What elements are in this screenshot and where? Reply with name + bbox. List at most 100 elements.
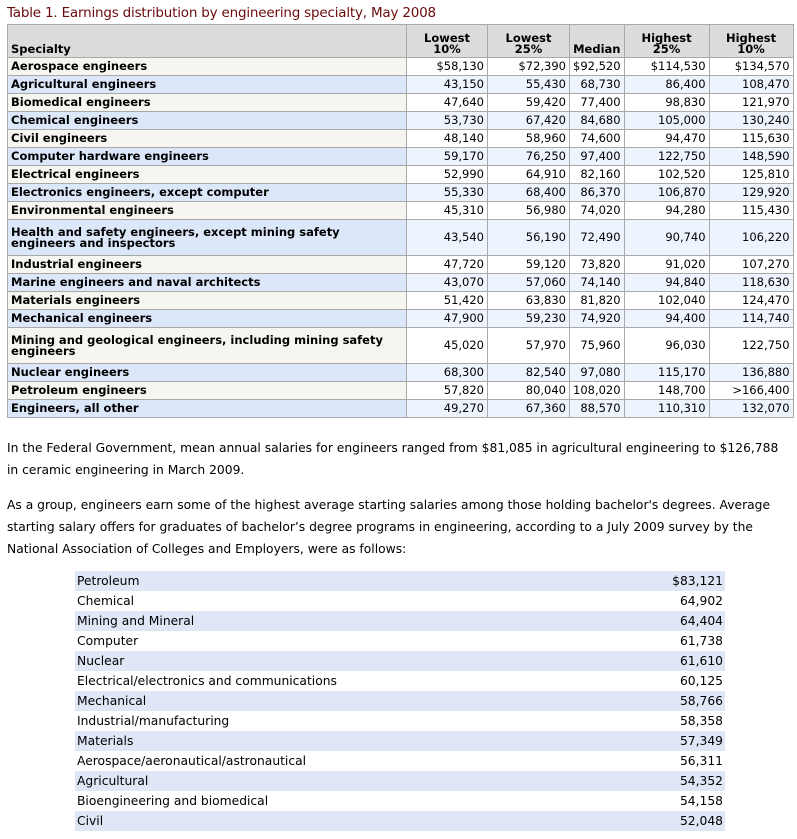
salary-value: 54,158 <box>679 794 723 808</box>
value-cell: $72,390 <box>487 57 570 76</box>
value-cell: 67,360 <box>487 399 570 418</box>
table-row: Chemical engineers 53,730 67,420 84,680 105,… <box>7 111 794 130</box>
salary-row: Bioengineering and biomedical 54,158 <box>75 791 725 811</box>
table-title: Table 1. Earnings distribution by engine… <box>7 5 436 21</box>
value-cell: 121,970 <box>708 93 794 112</box>
value-cell: 59,420 <box>487 93 570 112</box>
value-cell: 72,490 <box>569 219 625 256</box>
salary-row: Aerospace/aeronautical/astronautical 56,3… <box>75 751 725 771</box>
value-cell: 106,220 <box>708 219 794 256</box>
specialty-cell: Agricultural engineers <box>7 75 407 94</box>
value-cell: 97,400 <box>569 147 625 166</box>
specialty-cell: Aerospace engineers <box>7 57 407 76</box>
specialty-cell: Materials engineers <box>7 291 407 310</box>
value-cell: 74,600 <box>569 129 625 148</box>
value-cell: 47,900 <box>406 309 488 328</box>
specialty-cell: Marine engineers and naval architects <box>7 273 407 292</box>
value-cell: 98,830 <box>623 93 710 112</box>
specialty-cell: Chemical engineers <box>7 111 407 130</box>
table-row: Nuclear engineers 68,300 82,540 97,080 115,1… <box>7 363 794 382</box>
value-cell: 107,270 <box>708 255 794 274</box>
discipline-name: Aerospace/aeronautical/astronautical <box>77 754 307 768</box>
table-row: Marine engineers and naval architects 43,… <box>7 273 794 292</box>
value-cell: 115,170 <box>623 363 710 382</box>
value-cell: 115,430 <box>708 201 794 220</box>
value-cell: 136,880 <box>708 363 794 382</box>
salary-row: Industrial/manufacturing 58,358 <box>75 711 725 731</box>
discipline-name: Nuclear <box>75 651 614 671</box>
value-cell: 47,640 <box>406 93 488 112</box>
specialty-cell: Health and safety engineers, except mini… <box>7 219 407 256</box>
table-row: Aerospace engineers $58,130 $72,390 $92,520… <box>7 57 794 76</box>
discipline-name: Industrial/manufacturing <box>77 714 230 728</box>
value-cell: 90,740 <box>623 219 710 256</box>
discipline-name: Mechanical <box>75 691 614 711</box>
specialty-cell: Nuclear engineers <box>7 363 407 382</box>
value-cell: 56,190 <box>487 219 570 256</box>
discipline-name: Civil <box>75 811 614 831</box>
table-row: Industrial engineers 47,720 59,120 73,820 91… <box>7 255 794 274</box>
value-cell: 59,170 <box>406 147 488 166</box>
table-row: Petroleum engineers 57,820 80,040 108,020 14… <box>7 381 794 400</box>
discipline-name: Agricultural <box>75 771 614 791</box>
salary-row: Nuclear 61,610 <box>75 651 725 671</box>
specialty-cell: Biomedical engineers <box>7 93 407 112</box>
value-cell: 45,020 <box>406 327 488 364</box>
value-cell: $58,130 <box>406 57 488 76</box>
salary-value: 54,352 <box>613 771 725 791</box>
value-cell: 132,070 <box>708 399 794 418</box>
salary-row: Mechanical 58,766 <box>75 691 725 711</box>
value-cell: 48,140 <box>406 129 488 148</box>
salary-row: Civil 52,048 <box>75 811 725 831</box>
value-cell: 106,870 <box>623 183 710 202</box>
column-header: Highest 10% <box>708 24 794 58</box>
value-cell: 53,730 <box>406 111 488 130</box>
value-cell: 67,420 <box>487 111 570 130</box>
value-cell: 55,430 <box>487 75 570 94</box>
value-cell: 75,960 <box>569 327 625 364</box>
table-row: Electrical engineers 52,990 64,910 82,160 10… <box>7 165 794 184</box>
value-cell: 108,020 <box>569 381 625 400</box>
value-cell: 51,420 <box>406 291 488 310</box>
salary-row: Chemical 64,902 <box>75 591 725 611</box>
value-cell: 86,400 <box>623 75 710 94</box>
table-row: Materials engineers 51,420 63,830 81,820 102… <box>7 291 794 310</box>
value-cell: 110,310 <box>623 399 710 418</box>
value-cell: 58,960 <box>487 129 570 148</box>
discipline-name: Petroleum <box>75 571 614 591</box>
column-header: Lowest 10% <box>406 24 488 58</box>
value-cell: 122,750 <box>708 327 794 364</box>
table-row: Mechanical engineers 47,900 59,230 74,920 94… <box>7 309 794 328</box>
value-cell: 63,830 <box>487 291 570 310</box>
federal-salary-paragraph: In the Federal Government, mean annual s… <box>7 441 779 477</box>
value-cell: $92,520 <box>569 57 625 76</box>
value-cell: 130,240 <box>708 111 794 130</box>
specialty-cell: Engineers, all other <box>7 399 407 418</box>
salary-value: 52,048 <box>613 811 725 831</box>
table-row: Computer hardware engineers 59,170 76,250 9… <box>7 147 794 166</box>
value-cell: 43,070 <box>406 273 488 292</box>
discipline-name: Mining and Mineral <box>75 611 614 631</box>
table-row: Civil engineers 48,140 58,960 74,600 94,470 1… <box>7 129 794 148</box>
salary-value: 61,610 <box>613 651 725 671</box>
specialty-cell: Computer hardware engineers <box>7 147 407 166</box>
column-header: Lowest 25% <box>487 24 570 58</box>
specialty-cell: Electronics engineers, except computer <box>7 183 407 202</box>
discipline-name: Chemical <box>77 594 135 608</box>
value-cell: 64,910 <box>487 165 570 184</box>
value-cell: 94,280 <box>623 201 710 220</box>
value-cell: 57,820 <box>406 381 488 400</box>
value-cell: 56,980 <box>487 201 570 220</box>
value-cell: 73,820 <box>569 255 625 274</box>
value-cell: 118,630 <box>708 273 794 292</box>
value-cell: 102,520 <box>623 165 710 184</box>
discipline-name: Electrical/electronics and communication… <box>77 674 337 688</box>
value-cell: 68,400 <box>487 183 570 202</box>
table-row: Health and safety engineers, except mini… <box>7 219 794 256</box>
value-cell: 52,990 <box>406 165 488 184</box>
discipline-name: Materials <box>75 731 614 751</box>
starting-salary-table: Petroleum $83,121 Chemical 64,902 Mining and… <box>75 571 725 831</box>
table-row: Engineers, all other 49,270 67,360 88,570 11… <box>7 399 794 418</box>
table-row: Biomedical engineers 47,640 59,420 77,400 98… <box>7 93 794 112</box>
specialty-cell: Environmental engineers <box>7 201 407 220</box>
